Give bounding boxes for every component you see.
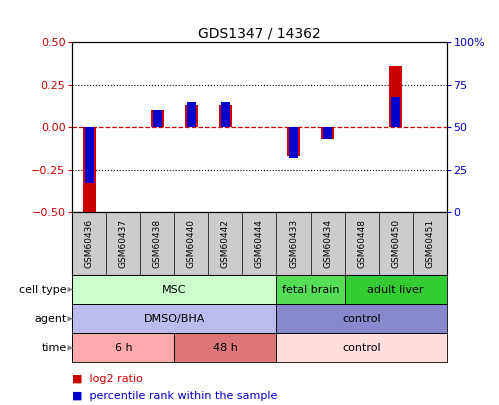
Bar bbox=[85, 127, 94, 183]
Text: GSM60444: GSM60444 bbox=[255, 219, 264, 268]
Text: GSM60442: GSM60442 bbox=[221, 219, 230, 268]
Bar bbox=[175, 333, 276, 362]
Bar bbox=[72, 333, 175, 362]
Text: cell type: cell type bbox=[19, 285, 67, 294]
Text: adult liver: adult liver bbox=[367, 285, 424, 294]
Text: GSM60450: GSM60450 bbox=[391, 219, 400, 268]
Bar bbox=[323, 127, 332, 139]
Text: MSC: MSC bbox=[162, 285, 187, 294]
Bar bbox=[289, 127, 298, 158]
Text: control: control bbox=[342, 343, 381, 353]
Text: fetal brain: fetal brain bbox=[282, 285, 339, 294]
Text: agent: agent bbox=[34, 314, 67, 324]
Bar bbox=[391, 96, 400, 127]
Bar bbox=[321, 127, 334, 139]
Bar bbox=[344, 275, 447, 304]
Bar bbox=[72, 275, 276, 304]
Text: ■  log2 ratio: ■ log2 ratio bbox=[72, 374, 143, 384]
Bar bbox=[221, 102, 230, 127]
Bar bbox=[276, 304, 447, 333]
Bar bbox=[185, 105, 198, 127]
Bar bbox=[72, 304, 276, 333]
Text: GSM60451: GSM60451 bbox=[425, 219, 434, 268]
Text: DMSO/BHA: DMSO/BHA bbox=[144, 314, 205, 324]
Text: GSM60448: GSM60448 bbox=[357, 219, 366, 268]
Bar bbox=[151, 110, 164, 127]
Text: GSM60438: GSM60438 bbox=[153, 219, 162, 268]
Bar bbox=[82, 127, 96, 212]
Text: GSM60436: GSM60436 bbox=[85, 219, 94, 268]
Text: GSM60434: GSM60434 bbox=[323, 219, 332, 268]
Bar bbox=[287, 127, 300, 156]
Text: time: time bbox=[41, 343, 67, 353]
Bar bbox=[389, 66, 402, 127]
Title: GDS1347 / 14362: GDS1347 / 14362 bbox=[198, 27, 321, 41]
Text: 6 h: 6 h bbox=[115, 343, 132, 353]
Bar bbox=[219, 105, 232, 127]
Text: control: control bbox=[342, 314, 381, 324]
Text: GSM60437: GSM60437 bbox=[119, 219, 128, 268]
Text: 48 h: 48 h bbox=[213, 343, 238, 353]
Bar bbox=[187, 102, 196, 127]
Bar bbox=[276, 275, 344, 304]
Text: GSM60440: GSM60440 bbox=[187, 219, 196, 268]
Text: GSM60433: GSM60433 bbox=[289, 219, 298, 268]
Bar bbox=[276, 333, 447, 362]
Text: ■  percentile rank within the sample: ■ percentile rank within the sample bbox=[72, 391, 278, 401]
Bar bbox=[153, 110, 162, 127]
